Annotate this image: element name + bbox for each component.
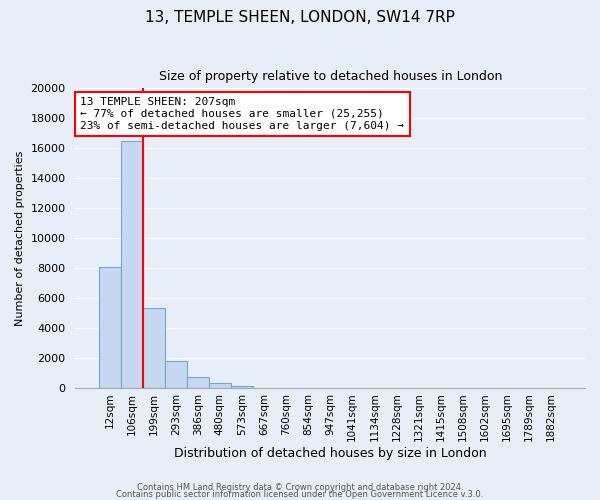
Bar xyxy=(231,386,253,388)
Bar xyxy=(187,378,209,388)
Bar xyxy=(98,266,121,388)
Y-axis label: Number of detached properties: Number of detached properties xyxy=(15,150,25,326)
Text: 13, TEMPLE SHEEN, LONDON, SW14 7RP: 13, TEMPLE SHEEN, LONDON, SW14 7RP xyxy=(145,10,455,25)
X-axis label: Distribution of detached houses by size in London: Distribution of detached houses by size … xyxy=(174,447,487,460)
Bar xyxy=(121,140,143,388)
Bar xyxy=(209,384,231,388)
Bar xyxy=(143,308,165,388)
Text: Contains HM Land Registry data © Crown copyright and database right 2024.: Contains HM Land Registry data © Crown c… xyxy=(137,484,463,492)
Text: Contains public sector information licensed under the Open Government Licence v.: Contains public sector information licen… xyxy=(116,490,484,499)
Title: Size of property relative to detached houses in London: Size of property relative to detached ho… xyxy=(158,70,502,83)
Bar xyxy=(165,361,187,388)
Text: 13 TEMPLE SHEEN: 207sqm
← 77% of detached houses are smaller (25,255)
23% of sem: 13 TEMPLE SHEEN: 207sqm ← 77% of detache… xyxy=(80,98,404,130)
